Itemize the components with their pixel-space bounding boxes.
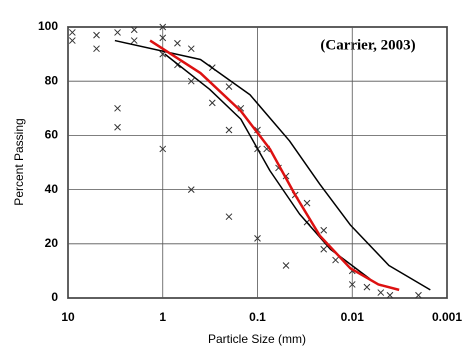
data-point	[159, 23, 167, 31]
x-tick-label: 10	[61, 310, 75, 324]
data-point	[187, 186, 195, 193]
data-point	[208, 99, 216, 107]
x-tick-label: 0.1	[249, 310, 266, 324]
data-point	[130, 37, 138, 44]
data-point	[303, 199, 311, 207]
data-line	[149, 39, 400, 292]
data-point	[174, 39, 181, 47]
data-point	[320, 245, 328, 253]
data-point	[225, 213, 233, 221]
y-axis-title: Percent Passing	[12, 118, 26, 205]
x-tick-label: 0.001	[432, 310, 462, 324]
data-point	[114, 104, 121, 112]
data-point	[130, 26, 138, 34]
y-tick-label: 60	[45, 128, 59, 142]
data-point	[254, 235, 261, 242]
data-line	[164, 53, 371, 280]
data-point	[225, 126, 233, 134]
data-point	[363, 283, 371, 291]
y-tick-label: 40	[45, 182, 59, 196]
data-point	[282, 262, 290, 269]
data-point	[348, 281, 356, 288]
data-point	[159, 145, 167, 153]
data-point	[187, 77, 195, 85]
data-point	[68, 37, 76, 44]
data-point	[159, 34, 167, 42]
y-tick-label: 100	[38, 19, 58, 33]
y-tick-label: 0	[51, 290, 58, 304]
x-tick-label: 0.01	[341, 310, 365, 324]
data-point	[93, 45, 100, 53]
x-axis-title: Particle Size (mm)	[208, 332, 306, 346]
data-line	[114, 39, 431, 291]
data-point	[93, 31, 100, 39]
data-point	[114, 29, 121, 36]
annotation: (Carrier, 2003)	[320, 37, 415, 53]
data-point	[114, 123, 121, 131]
data-point	[68, 29, 76, 36]
data-point	[225, 83, 233, 90]
data-point	[377, 289, 385, 296]
y-tick-label: 80	[45, 73, 59, 87]
data-point	[332, 256, 339, 264]
y-tick-label: 20	[45, 236, 59, 250]
data-point	[386, 291, 394, 299]
data-point	[415, 291, 422, 299]
data-point	[320, 226, 328, 234]
x-tick-label: 1	[159, 310, 166, 324]
data-point	[187, 45, 195, 53]
